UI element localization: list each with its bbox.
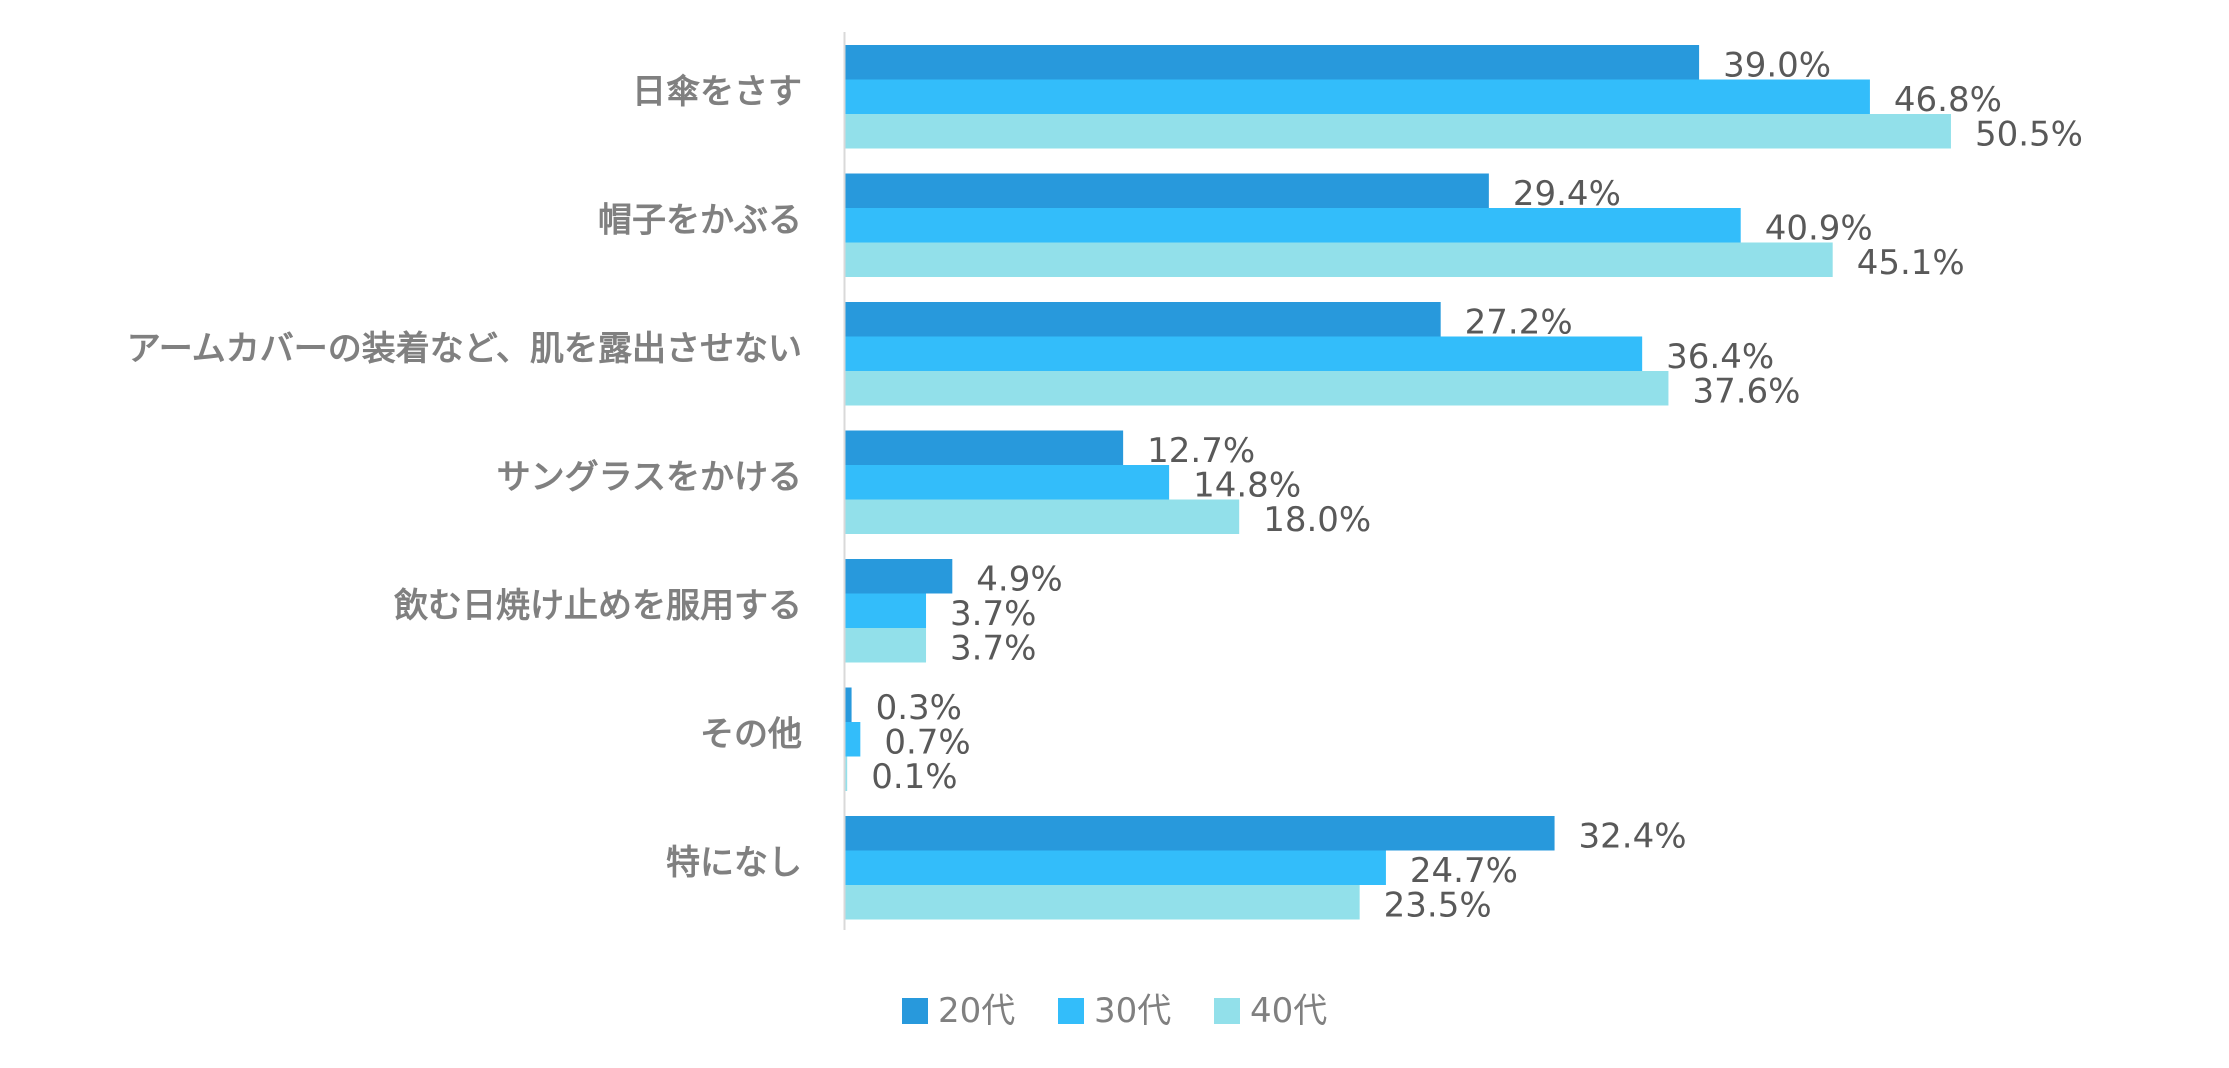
value-label: 50.5% xyxy=(1975,114,2083,154)
value-label: 37.6% xyxy=(1692,371,1800,411)
bar-20代-6 xyxy=(845,687,852,722)
value-label: 40.9% xyxy=(1765,208,1873,248)
category-label: 特になし xyxy=(666,843,802,883)
legend-label: 20代 xyxy=(938,991,1015,1031)
category-label: 帽子をかぶる xyxy=(598,200,802,240)
value-label: 18.0% xyxy=(1263,500,1371,540)
value-label: 3.7% xyxy=(950,594,1036,634)
value-label: 0.3% xyxy=(876,688,962,728)
legend-swatch-20代 xyxy=(902,998,928,1024)
value-label: 0.7% xyxy=(884,722,970,762)
bar-30代-1 xyxy=(845,79,1870,114)
value-label: 39.0% xyxy=(1723,45,1831,85)
bar-30代-3 xyxy=(845,336,1643,371)
value-label: 23.5% xyxy=(1384,885,1492,925)
bar-40代-2 xyxy=(845,242,1833,277)
bar-40代-1 xyxy=(845,114,1951,149)
value-label: 45.1% xyxy=(1857,243,1965,283)
value-label: 27.2% xyxy=(1465,302,1573,342)
value-label: 0.1% xyxy=(871,757,957,797)
bar-20代-3 xyxy=(845,302,1441,337)
bar-40代-3 xyxy=(845,371,1669,406)
legend-label: 30代 xyxy=(1094,991,1171,1031)
legend-swatch-40代 xyxy=(1214,998,1240,1024)
value-label: 4.9% xyxy=(976,559,1062,599)
category-label: 飲む日焼け止めを服用する xyxy=(394,586,802,626)
bar-20代-4 xyxy=(845,430,1124,465)
bar-20代-1 xyxy=(845,45,1700,80)
legend-swatch-30代 xyxy=(1058,998,1084,1024)
bar-30代-2 xyxy=(845,208,1741,243)
category-label: アームカバーの装着など、肌を露出させない xyxy=(127,329,802,369)
value-label: 32.4% xyxy=(1579,816,1687,856)
category-labels-group: 日傘をさす帽子をかぶるアームカバーの装着など、肌を露出させないサングラスをかける… xyxy=(127,72,802,883)
value-label: 12.7% xyxy=(1147,431,1255,471)
value-labels-group: 39.0% 46.8%50.5% 29.4% 40.9%45.1% 27.2% 36.4%… xyxy=(871,45,2083,925)
bar-30代-5 xyxy=(845,593,927,628)
category-label: その他 xyxy=(700,714,802,754)
bar-30代-6 xyxy=(845,722,861,757)
value-label: 3.7% xyxy=(950,628,1036,668)
bar-40代-4 xyxy=(845,499,1240,534)
bar-40代-7 xyxy=(845,885,1360,920)
value-label: 29.4% xyxy=(1513,174,1621,214)
legend-label: 40代 xyxy=(1250,991,1327,1031)
bar-40代-5 xyxy=(845,628,927,663)
bar-20代-7 xyxy=(845,816,1555,851)
legend: 20代 30代 40代 xyxy=(902,991,1327,1031)
category-label: 日傘をさす xyxy=(632,72,802,112)
bar-40代-6 xyxy=(845,756,848,791)
value-label: 36.4% xyxy=(1666,337,1774,377)
value-label: 46.8% xyxy=(1894,80,2002,120)
bar-30代-4 xyxy=(845,465,1170,500)
category-label: サングラスをかける xyxy=(497,457,802,497)
value-label: 14.8% xyxy=(1193,465,1301,505)
bar-20代-5 xyxy=(845,559,953,594)
bar-20代-2 xyxy=(845,173,1489,208)
bars-group xyxy=(845,45,1951,920)
value-label: 24.7% xyxy=(1410,851,1518,891)
bar-30代-7 xyxy=(845,850,1386,885)
